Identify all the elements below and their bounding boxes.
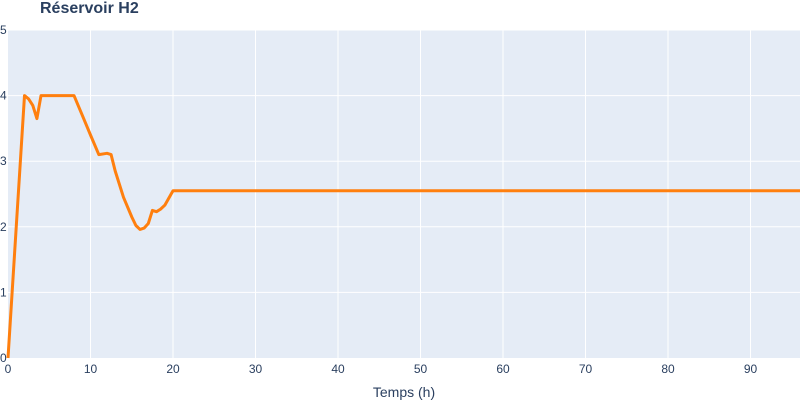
y-tick-label: 4	[0, 89, 7, 103]
y-tick-label: 5	[0, 23, 7, 37]
x-axis-title: Temps (h)	[373, 384, 435, 400]
plot-background	[8, 30, 800, 358]
x-tick-label: 40	[331, 362, 345, 376]
chart-title: Réservoir H2	[40, 0, 139, 17]
y-tick-label: 2	[0, 220, 7, 234]
x-tick-label: 30	[249, 362, 263, 376]
x-tick-label: 0	[5, 362, 12, 376]
x-tick-label: 10	[84, 362, 98, 376]
y-tick-label: 3	[0, 154, 7, 168]
x-tick-label: 20	[166, 362, 180, 376]
grid-lines	[8, 29, 800, 358]
x-tick-label: 70	[579, 362, 593, 376]
tick-labels: 0 10 20 30 40 50 60 70 80 90 0 1 2 3 4 5	[0, 23, 757, 376]
x-tick-label: 60	[496, 362, 510, 376]
x-tick-label: 50	[414, 362, 428, 376]
y-tick-label: 0	[0, 351, 7, 365]
x-tick-label: 80	[661, 362, 675, 376]
series-line	[6, 94, 800, 359]
x-tick-label: 90	[744, 362, 758, 376]
y-tick-label: 1	[0, 285, 7, 299]
